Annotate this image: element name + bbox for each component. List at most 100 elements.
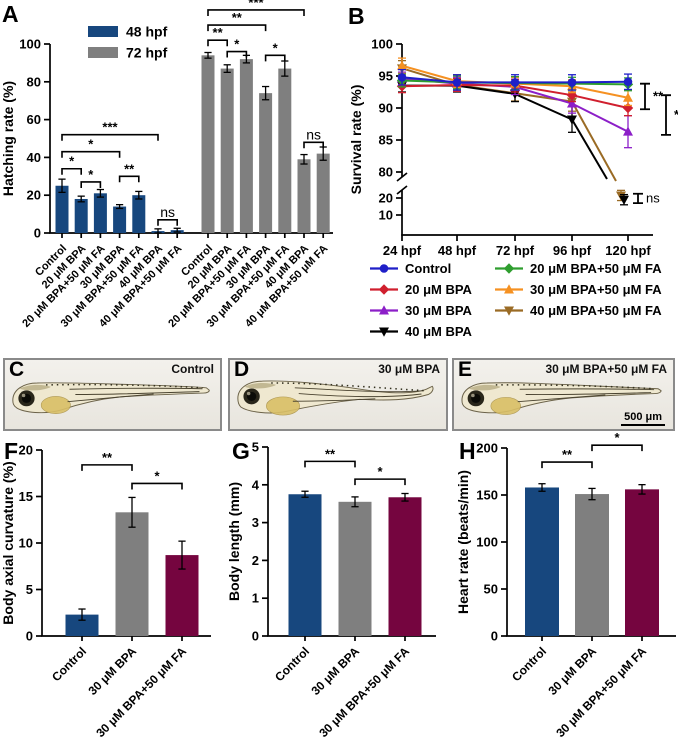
svg-text:60: 60	[27, 112, 41, 127]
svg-text:Body axial curvature (%): Body axial curvature (%)	[0, 461, 16, 624]
svg-text:100: 100	[476, 535, 498, 550]
svg-text:15: 15	[19, 489, 33, 504]
svg-text:Control: Control	[405, 261, 451, 276]
svg-text:72 hpf: 72 hpf	[496, 243, 535, 258]
survival-rate-line-chart: B 100 95 90 85 80 20 10 Survival rate (%) 24 hpf 4…	[348, 3, 678, 339]
photo-panel-control: C Control	[3, 358, 222, 431]
svg-text:ns: ns	[306, 126, 321, 142]
svg-text:5: 5	[26, 582, 33, 597]
svg-text:B: B	[348, 3, 365, 29]
svg-text:200: 200	[476, 441, 498, 456]
svg-text:40: 40	[27, 150, 41, 165]
svg-text:*: *	[674, 107, 678, 122]
svg-text:120 hpf: 120 hpf	[605, 243, 651, 258]
svg-text:30 μM BPA: 30 μM BPA	[86, 644, 140, 698]
svg-text:24 hpf: 24 hpf	[383, 243, 422, 258]
svg-text:**: **	[232, 10, 243, 25]
svg-text:*: *	[88, 137, 94, 152]
svg-text:**: **	[562, 447, 573, 462]
svg-text:2: 2	[252, 553, 259, 568]
svg-text:0: 0	[252, 629, 259, 644]
svg-text:20: 20	[27, 188, 41, 203]
svg-text:Control: Control	[272, 644, 312, 684]
svg-text:Control: Control	[509, 644, 549, 684]
svg-text:20: 20	[19, 443, 33, 458]
svg-text:**: **	[124, 161, 135, 176]
svg-text:20 μM BPA: 20 μM BPA	[405, 282, 473, 297]
svg-text:30 μM BPA+50 μM FA: 30 μM BPA+50 μM FA	[316, 644, 412, 740]
svg-text:10: 10	[379, 208, 393, 223]
svg-text:**: **	[653, 88, 664, 103]
svg-text:***: ***	[248, 0, 264, 10]
svg-text:Survival rate (%): Survival rate (%)	[348, 85, 364, 195]
svg-text:1: 1	[252, 591, 259, 606]
photo-panel-bpa-fa: E 30 μM BPA+50 μM FA 500 μm	[452, 358, 675, 431]
treatment-label-bpa: 30 μM BPA	[378, 362, 440, 376]
svg-text:0: 0	[34, 226, 41, 241]
scale-bar: 500 μm	[621, 411, 665, 426]
svg-text:*: *	[88, 167, 94, 182]
svg-text:48 hpf: 48 hpf	[126, 24, 168, 40]
svg-text:F: F	[4, 438, 18, 464]
svg-text:10: 10	[19, 536, 33, 551]
svg-text:A: A	[2, 1, 19, 27]
svg-text:0: 0	[26, 629, 33, 644]
svg-text:4: 4	[252, 477, 260, 492]
svg-text:150: 150	[476, 488, 498, 503]
svg-text:*: *	[234, 37, 240, 52]
panel-letter-d: D	[234, 358, 250, 381]
svg-text:85: 85	[379, 133, 393, 148]
svg-text:40 μM BPA: 40 μM BPA	[405, 324, 473, 339]
svg-text:*: *	[377, 464, 383, 479]
svg-text:Hatching rate (%): Hatching rate (%)	[0, 81, 16, 196]
svg-text:***: ***	[102, 120, 118, 135]
svg-text:30 μM BPA+50 μM FA: 30 μM BPA+50 μM FA	[553, 644, 649, 740]
zebrafish-larva-image	[237, 380, 434, 416]
treatment-label-bpa-fa: 30 μM BPA+50 μM FA	[545, 362, 668, 376]
svg-text:0: 0	[491, 629, 498, 644]
svg-text:90: 90	[379, 101, 393, 116]
svg-text:**: **	[325, 446, 336, 461]
svg-text:Control: Control	[49, 644, 89, 684]
svg-text:100: 100	[19, 37, 41, 52]
svg-text:Heart rate (beats/min): Heart rate (beats/min)	[455, 470, 471, 614]
svg-text:Body length (mm): Body length (mm)	[226, 482, 242, 601]
svg-text:30 μM BPA: 30 μM BPA	[309, 644, 363, 698]
svg-text:80: 80	[27, 74, 41, 89]
panel-letter-c: C	[9, 358, 25, 381]
svg-text:30 μM BPA+50 μM FA: 30 μM BPA+50 μM FA	[530, 282, 662, 297]
svg-text:**: **	[102, 450, 113, 465]
svg-text:3: 3	[252, 515, 259, 530]
svg-text:*: *	[69, 154, 75, 169]
svg-text:*: *	[614, 430, 620, 445]
svg-text:ns: ns	[160, 204, 175, 220]
zebrafish-larva-image	[461, 382, 662, 415]
svg-text:30 μM BPA: 30 μM BPA	[405, 303, 473, 318]
svg-text:**: **	[213, 25, 224, 40]
svg-text:5: 5	[252, 440, 259, 455]
svg-text:*: *	[273, 40, 279, 55]
svg-text:30 μM BPA+50 μM FA: 30 μM BPA+50 μM FA	[93, 644, 189, 740]
svg-text:20: 20	[379, 191, 393, 206]
panel-letter-e: E	[458, 358, 473, 381]
svg-text:50: 50	[484, 582, 498, 597]
treatment-label-control: Control	[171, 362, 214, 376]
svg-text:ns: ns	[646, 190, 660, 205]
photo-panel-bpa: D 30 μM BPA	[228, 358, 448, 431]
svg-text:G: G	[232, 438, 250, 464]
svg-text:72 hpf: 72 hpf	[126, 45, 168, 61]
svg-text:H: H	[459, 438, 476, 464]
svg-text:40 μM BPA+50 μM FA: 40 μM BPA+50 μM FA	[530, 303, 662, 318]
svg-text:20 μM BPA+50 μM FA: 20 μM BPA+50 μM FA	[530, 261, 662, 276]
svg-text:80: 80	[379, 165, 393, 180]
svg-text:48 hpf: 48 hpf	[438, 243, 477, 258]
svg-text:95: 95	[379, 69, 393, 84]
svg-text:100: 100	[371, 37, 393, 52]
heart-rate-bar-chart: H 0 50 100 150 200 Heart rate (beats/min) Contr…	[455, 430, 676, 740]
svg-text:96 hpf: 96 hpf	[553, 243, 592, 258]
zebrafish-larva-image	[12, 382, 210, 414]
